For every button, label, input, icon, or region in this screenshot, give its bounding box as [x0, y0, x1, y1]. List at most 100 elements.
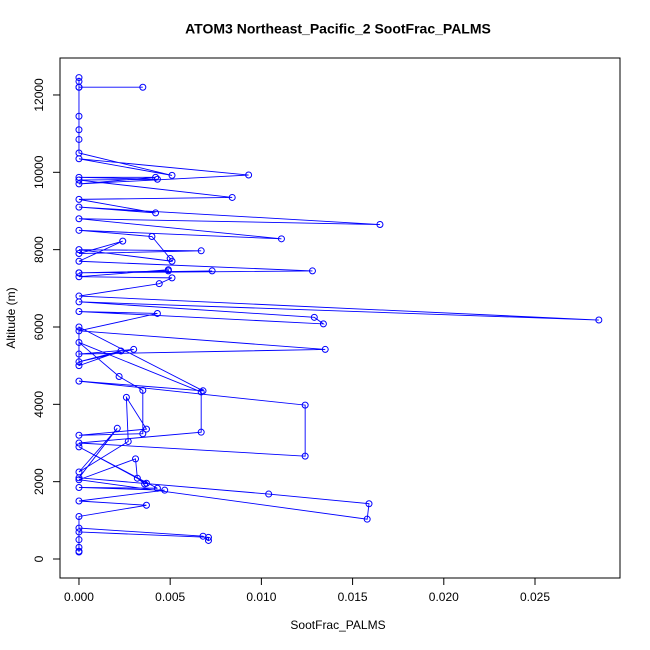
- data-point: [75, 74, 83, 82]
- y-tick-label: 4000: [32, 391, 46, 418]
- data-point: [319, 320, 327, 328]
- data-point: [75, 298, 83, 306]
- data-point: [164, 266, 172, 274]
- data-point: [245, 171, 253, 179]
- data-point: [132, 455, 140, 463]
- data-point: [75, 528, 83, 536]
- data-point: [115, 372, 123, 380]
- data-point: [75, 135, 83, 143]
- data-point: [595, 316, 603, 324]
- data-point: [197, 247, 205, 255]
- data-point: [75, 323, 83, 331]
- data-point: [153, 484, 161, 492]
- data-point: [75, 327, 83, 335]
- data-point: [208, 267, 216, 275]
- data-point: [75, 524, 83, 532]
- data-point: [204, 536, 212, 544]
- data-point: [75, 497, 83, 505]
- data-point: [124, 437, 132, 445]
- data-point: [75, 126, 83, 134]
- x-tick-label: 0.025: [520, 590, 550, 604]
- data-point: [75, 269, 83, 277]
- data-point: [139, 83, 147, 91]
- data-point: [142, 501, 150, 509]
- data-point: [75, 246, 83, 254]
- data-point: [155, 280, 163, 288]
- y-tick-label: 0: [32, 555, 46, 562]
- data-point: [168, 274, 176, 282]
- data-point: [117, 347, 125, 355]
- data-point: [75, 176, 83, 184]
- data-point: [113, 424, 121, 432]
- data-point: [153, 175, 161, 183]
- data-point: [75, 112, 83, 120]
- data-point: [122, 393, 130, 401]
- data-point: [75, 308, 83, 316]
- data-point: [228, 193, 236, 201]
- data-point: [119, 237, 127, 245]
- data-point: [75, 362, 83, 370]
- data-point: [308, 267, 316, 275]
- x-tick-label: 0.005: [155, 590, 185, 604]
- data-point: [75, 358, 83, 366]
- data-point: [139, 386, 147, 394]
- data-point: [75, 180, 83, 188]
- data-point: [75, 215, 83, 223]
- data-point: [363, 515, 371, 523]
- data-point: [139, 430, 147, 438]
- data-point: [75, 83, 83, 91]
- data-point: [75, 512, 83, 520]
- x-tick-label: 0.000: [64, 590, 94, 604]
- x-tick-label: 0.010: [246, 590, 276, 604]
- data-point: [75, 474, 83, 482]
- data-point: [152, 173, 160, 181]
- data-point: [301, 401, 309, 409]
- data-point: [310, 313, 318, 321]
- data-point: [75, 155, 83, 163]
- data-point: [75, 173, 83, 181]
- y-tick-label: 6000: [32, 313, 46, 340]
- data-point: [75, 443, 83, 451]
- data-point: [277, 235, 285, 243]
- y-tick-label: 12000: [32, 78, 46, 112]
- data-point: [142, 479, 150, 487]
- data-point: [321, 345, 329, 353]
- data-point: [130, 345, 138, 353]
- data-point: [75, 350, 83, 358]
- data-point: [75, 257, 83, 265]
- x-axis-label: SootFrac_PALMS: [290, 618, 385, 632]
- x-tick-label: 0.020: [429, 590, 459, 604]
- data-point: [75, 547, 83, 555]
- data-point: [168, 171, 176, 179]
- data-point: [197, 388, 205, 396]
- data-point: [75, 439, 83, 447]
- y-tick-label: 8000: [32, 236, 46, 263]
- data-point: [365, 500, 373, 508]
- data-point: [75, 431, 83, 439]
- data-point: [75, 338, 83, 346]
- data-point: [199, 387, 207, 395]
- data-point: [75, 273, 83, 281]
- data-point: [168, 257, 176, 265]
- data-point: [265, 490, 273, 498]
- data-point: [197, 428, 205, 436]
- data-point: [152, 209, 160, 217]
- data-point: [75, 536, 83, 544]
- data-point: [75, 543, 83, 551]
- data-point: [148, 233, 156, 241]
- data-line: [78, 77, 599, 553]
- data-point: [204, 533, 212, 541]
- data-point: [376, 221, 384, 229]
- chart-title: ATOM3 Northeast_Pacific_2 SootFrac_PALMS: [185, 21, 491, 37]
- data-point: [161, 486, 169, 494]
- x-tick-label: 0.015: [338, 590, 368, 604]
- data-point: [75, 195, 83, 203]
- y-axis-label: Altitude (m): [4, 287, 18, 348]
- data-point: [75, 203, 83, 211]
- data-point: [75, 250, 83, 258]
- data-point: [75, 226, 83, 234]
- data-point: [153, 309, 161, 317]
- y-tick-label: 2000: [32, 468, 46, 495]
- data-point: [133, 474, 141, 482]
